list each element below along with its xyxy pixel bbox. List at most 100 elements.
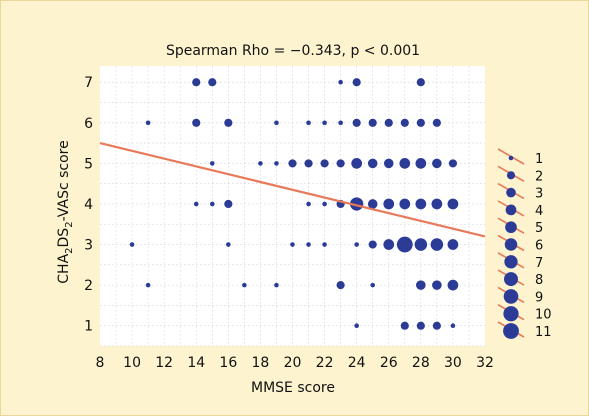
- legend-label: 5: [535, 221, 543, 236]
- x-tick-label: 8: [96, 355, 105, 371]
- data-point: [352, 78, 361, 87]
- data-point: [129, 242, 135, 247]
- data-point: [208, 78, 217, 87]
- x-tick-label: 12: [155, 355, 173, 371]
- data-point: [432, 280, 442, 290]
- x-tick-label: 32: [476, 355, 494, 371]
- legend-swatch-dot: [503, 289, 519, 304]
- y-tick-label: 2: [84, 278, 93, 294]
- data-point: [322, 201, 327, 207]
- x-tick-label: 20: [284, 355, 302, 371]
- data-point: [338, 120, 343, 126]
- data-point: [224, 199, 233, 209]
- data-point: [367, 158, 378, 169]
- data-point: [193, 201, 199, 207]
- x-axis-label: MMSE score: [251, 380, 335, 396]
- legend-label: 1: [535, 152, 543, 167]
- x-tick-label: 18: [252, 355, 270, 371]
- data-point: [383, 239, 395, 250]
- data-points: [129, 78, 459, 330]
- data-point: [432, 158, 442, 169]
- legend-label: 9: [535, 290, 543, 305]
- data-point: [447, 198, 459, 210]
- data-point: [367, 199, 378, 209]
- data-point: [306, 242, 311, 247]
- data-point: [368, 240, 377, 249]
- data-point: [274, 161, 279, 166]
- data-point: [396, 236, 413, 253]
- legend-label: 6: [535, 239, 543, 254]
- y-tick-label: 7: [84, 75, 93, 91]
- data-point: [290, 242, 295, 247]
- legend-label: 10: [535, 308, 552, 323]
- data-point: [416, 321, 425, 330]
- y-tick-label: 5: [84, 156, 93, 172]
- data-point: [274, 282, 279, 288]
- data-point: [350, 197, 364, 211]
- data-point: [306, 201, 311, 207]
- data-point: [209, 161, 215, 166]
- data-point: [400, 321, 409, 330]
- x-tick-label: 26: [380, 355, 398, 371]
- data-point: [416, 118, 425, 127]
- data-point: [354, 323, 359, 329]
- data-point: [430, 238, 444, 251]
- data-point: [414, 238, 428, 251]
- chart-title: Spearman Rho = −0.343, p < 0.001: [166, 43, 420, 59]
- data-point: [242, 282, 247, 288]
- data-point: [354, 242, 359, 247]
- data-point: [192, 118, 201, 127]
- x-tick-label: 30: [444, 355, 462, 371]
- data-point: [416, 280, 426, 290]
- data-point: [258, 161, 263, 166]
- legend-swatch-dot: [506, 171, 516, 180]
- data-point: [304, 159, 313, 168]
- data-point: [399, 198, 411, 210]
- data-point: [352, 118, 361, 127]
- data-point: [431, 198, 443, 210]
- legend-label: 3: [535, 187, 543, 202]
- data-point: [322, 242, 327, 247]
- legend-swatch-dot: [503, 306, 519, 322]
- x-tick-label: 28: [412, 355, 430, 371]
- legend-label: 7: [535, 256, 543, 271]
- legend-swatch-dot: [503, 323, 519, 339]
- data-point: [338, 79, 343, 85]
- data-point: [416, 78, 425, 87]
- y-tick-label: 4: [84, 197, 93, 213]
- y-tick-label: 3: [84, 238, 93, 254]
- data-point: [370, 282, 376, 288]
- data-point: [399, 158, 411, 169]
- data-point: [448, 159, 457, 168]
- data-point: [447, 239, 459, 250]
- legend-swatch-dot: [505, 221, 517, 234]
- data-point: [226, 242, 231, 247]
- data-point: [400, 118, 409, 127]
- legend-label: 8: [535, 273, 543, 288]
- data-point: [274, 120, 279, 126]
- data-point: [384, 118, 393, 127]
- data-point: [415, 198, 427, 210]
- legend-swatch-dot: [504, 272, 518, 287]
- legend-swatch-dot: [505, 204, 517, 216]
- x-tick-labels: 8 10 12 14 16 18 20 22 24 26 28 30 32: [96, 355, 494, 371]
- x-tick-label: 16: [219, 355, 237, 371]
- legend-label: 11: [535, 325, 552, 340]
- legend-swatch-dot: [506, 187, 516, 198]
- y-tick-labels: 1 2 3 4 5 6 7: [84, 75, 93, 334]
- legend-swatch-dot: [508, 155, 514, 161]
- data-point: [383, 158, 394, 169]
- x-tick-label: 22: [316, 355, 334, 371]
- y-tick-label: 6: [84, 116, 93, 132]
- data-point: [450, 323, 456, 329]
- data-point: [432, 321, 441, 330]
- legend: 1 2 3 4 5 6 7 8 9 10 11: [497, 148, 552, 340]
- data-point: [447, 279, 459, 291]
- legend-swatch-dot: [504, 238, 518, 251]
- data-point: [336, 281, 345, 290]
- regression-line: [99, 142, 486, 238]
- y-tick-label: 1: [84, 319, 93, 335]
- legend-label: 2: [535, 169, 543, 184]
